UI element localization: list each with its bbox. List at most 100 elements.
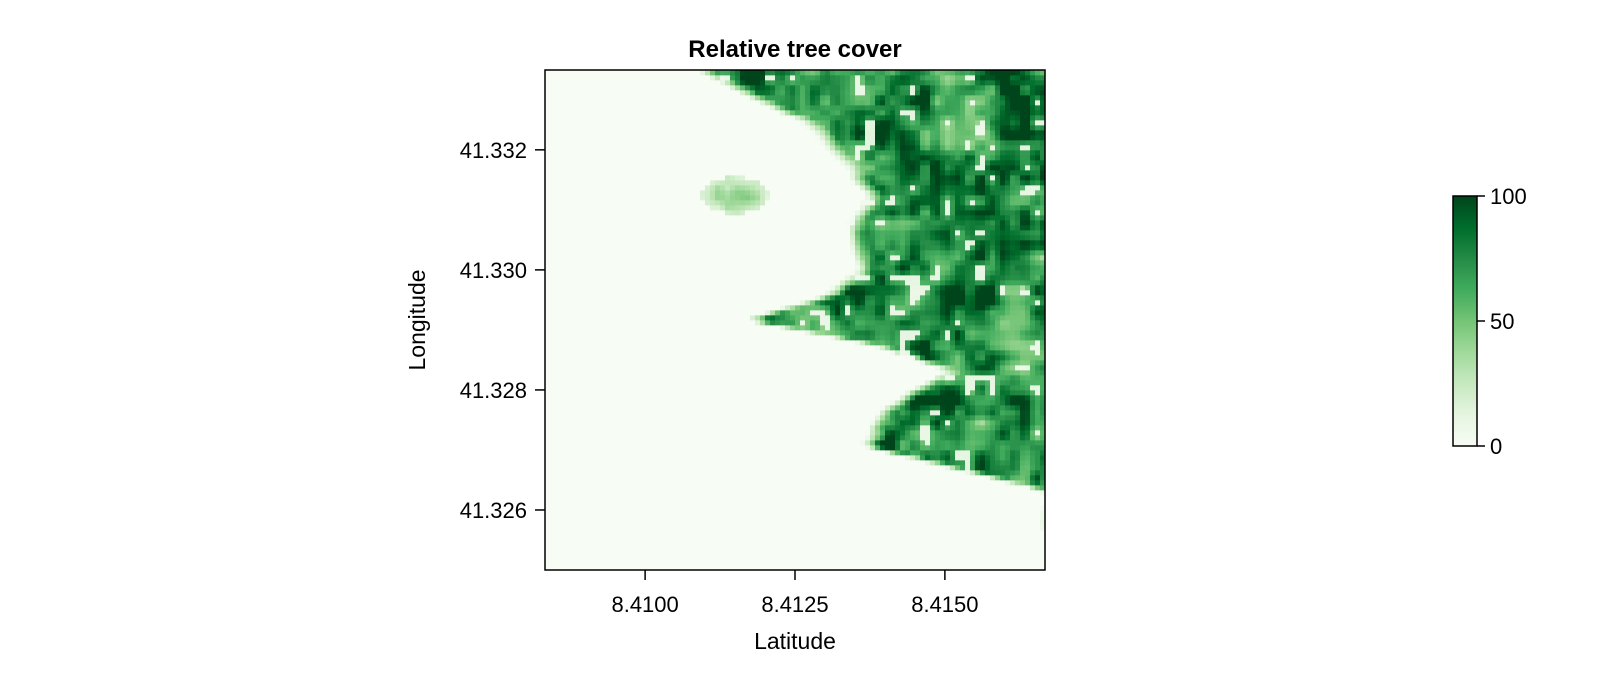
- heatmap-cell: [875, 475, 881, 481]
- heatmap-cell: [655, 460, 661, 466]
- heatmap-cell: [775, 530, 781, 536]
- heatmap-cell: [950, 530, 956, 536]
- heatmap-cell: [965, 485, 971, 491]
- heatmap-cell: [920, 495, 926, 501]
- heatmap-cell: [865, 395, 871, 401]
- heatmap-cell: [985, 435, 991, 441]
- heatmap-cell: [815, 505, 821, 511]
- heatmap-cell: [680, 380, 686, 386]
- heatmap-cell: [755, 525, 761, 531]
- heatmap-cell: [890, 565, 896, 570]
- heatmap-cell: [775, 490, 781, 496]
- heatmap-cell: [640, 450, 646, 456]
- heatmap-cell: [905, 395, 911, 401]
- heatmap-cell: [785, 525, 791, 531]
- heatmap-cell: [935, 540, 941, 546]
- heatmap-cell: [1000, 395, 1006, 401]
- heatmap-cell: [675, 360, 681, 366]
- heatmap-cell: [1040, 360, 1045, 366]
- heatmap-cell: [1040, 450, 1045, 456]
- heatmap-cell: [880, 385, 886, 391]
- heatmap-cell: [640, 510, 646, 516]
- heatmap-cell: [555, 470, 561, 476]
- heatmap-cell: [900, 475, 906, 481]
- heatmap-cell: [640, 530, 646, 536]
- heatmap-cell: [995, 520, 1001, 526]
- heatmap-cell: [710, 545, 716, 551]
- heatmap-cell: [605, 365, 611, 371]
- heatmap-cell: [580, 325, 586, 331]
- heatmap-cell: [1020, 425, 1026, 431]
- heatmap-cell: [565, 445, 571, 451]
- heatmap-cell: [890, 410, 896, 416]
- heatmap-cell: [800, 495, 806, 501]
- heatmap-cell: [900, 395, 906, 401]
- heatmap-cell: [815, 405, 821, 411]
- heatmap-cell: [1020, 550, 1026, 556]
- heatmap-cell: [575, 485, 581, 491]
- heatmap-cell: [560, 460, 566, 466]
- heatmap-cell: [790, 395, 796, 401]
- heatmap-cell: [920, 540, 926, 546]
- heatmap-cell: [565, 465, 571, 471]
- heatmap-cell: [605, 450, 611, 456]
- heatmap-cell: [550, 380, 556, 386]
- heatmap-cell: [860, 545, 866, 551]
- heatmap-cell: [560, 490, 566, 496]
- heatmap-cell: [840, 405, 846, 411]
- heatmap-cell: [770, 525, 776, 531]
- heatmap-cell: [600, 495, 606, 501]
- heatmap-cell: [670, 410, 676, 416]
- heatmap-cell: [590, 340, 596, 346]
- heatmap-cell: [975, 460, 981, 466]
- heatmap-cell: [770, 440, 776, 446]
- heatmap-cell: [610, 535, 616, 541]
- heatmap-cell: [800, 440, 806, 446]
- heatmap-cell: [665, 370, 671, 376]
- heatmap-cell: [940, 555, 946, 561]
- heatmap-cell: [705, 550, 711, 556]
- heatmap-cell: [830, 390, 836, 396]
- heatmap-cell: [935, 435, 941, 441]
- heatmap-cell: [785, 460, 791, 466]
- heatmap-cell: [570, 430, 576, 436]
- heatmap-cell: [595, 370, 601, 376]
- heatmap-cell: [825, 505, 831, 511]
- heatmap-cell: [950, 465, 956, 471]
- heatmap-cell: [770, 405, 776, 411]
- heatmap-cell: [820, 375, 826, 381]
- heatmap-cell: [955, 525, 961, 531]
- heatmap-cell: [705, 530, 711, 536]
- heatmap-cell: [635, 540, 641, 546]
- heatmap-cell: [1030, 540, 1036, 546]
- heatmap-cell: [895, 345, 901, 351]
- heatmap-cell: [955, 360, 961, 366]
- heatmap-cell: [990, 435, 996, 441]
- heatmap-cell: [895, 410, 901, 416]
- heatmap-cell: [705, 565, 711, 570]
- heatmap-cell: [985, 345, 991, 351]
- heatmap-cell: [710, 435, 716, 441]
- heatmap-cell: [1015, 545, 1021, 551]
- heatmap-cell: [810, 545, 816, 551]
- heatmap-cell: [815, 340, 821, 346]
- heatmap-cell: [835, 380, 841, 386]
- heatmap-cell: [685, 380, 691, 386]
- heatmap-cell: [875, 530, 881, 536]
- heatmap-cell: [980, 485, 986, 491]
- heatmap-cell: [825, 560, 831, 566]
- heatmap-cell: [800, 550, 806, 556]
- heatmap-cell: [1005, 320, 1011, 326]
- heatmap-cell: [895, 420, 901, 426]
- heatmap-cell: [625, 375, 631, 381]
- heatmap-cell: [750, 380, 756, 386]
- heatmap-cell: [945, 550, 951, 556]
- heatmap-cell: [550, 400, 556, 406]
- heatmap-cell: [820, 420, 826, 426]
- heatmap-cell: [635, 445, 641, 451]
- heatmap-cell: [750, 550, 756, 556]
- heatmap-cell: [865, 515, 871, 521]
- heatmap-cell: [965, 565, 971, 570]
- heatmap-cell: [615, 495, 621, 501]
